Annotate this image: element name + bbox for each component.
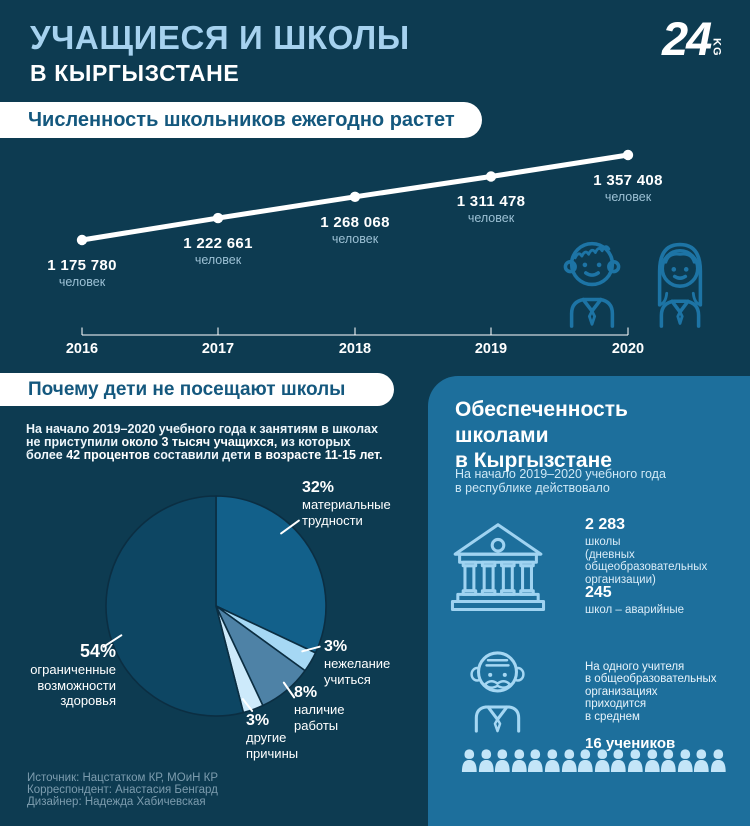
student-silhouette-icon [478,749,494,772]
data-point-2019 [485,171,497,182]
students-row [461,747,727,773]
pie-label-material-difficulties: 32% материальные трудности [302,479,391,528]
data-point-2016 [76,234,88,246]
stat-schools-label: школы (дневных общеобразовательных орган… [585,536,708,586]
footer-correspondent: Корреспондент: Анастасия Бенгард [27,783,218,796]
student-silhouette-icon [528,749,544,772]
teacher-ratio-value: 16 учеников [585,735,676,753]
pie-slice-32pct [215,495,327,654]
data-point-2017 [212,212,224,224]
reasons-line2: не приступили около 3 тысяч учащихся, из… [26,434,351,449]
student-silhouette-icon [544,749,560,772]
student-silhouette-icon [627,749,643,772]
point-label-2019: 1 311 478 человек [426,193,556,225]
boy-student-icon [563,241,621,328]
teacher-ratio-lines: На одного учителя в общеобразовательных … [585,660,717,723]
student-silhouette-icon [594,749,610,772]
banner-reasons: Почему дети не посещают школы [0,373,394,406]
pie-label-unwilling-to-study: 3% нежелание учиться [324,638,391,687]
pie-label-other-reasons: 3% другие причины [246,712,299,761]
point-value: 1 268 068 [320,213,390,231]
footer-credits: Источник: Нацстатком КР, МОиН КР Корресп… [27,772,219,809]
student-silhouette-icon [710,749,726,772]
panel-subtitle: На начало 2019–2020 учебного года в респ… [455,467,666,495]
reasons-line1: На начало 2019–2020 учебного года к заня… [26,422,378,436]
pie-label-having-job: 8% наличие работы [294,684,345,733]
panel-title: Обеспеченность школами в Кыргызстане [455,398,628,472]
student-silhouette-icon [511,749,527,772]
footer-designer: Дизайнер: Надежда Хабичевская [27,795,206,808]
reasons-pie-chart [105,495,327,717]
point-unit: человек [467,211,515,226]
student-silhouette-icon [495,749,510,772]
page-title: УЧАЩИЕСЯ И ШКОЛЫ [30,19,410,56]
point-value: 1 222 661 [183,235,253,253]
year-label-2016: 2016 [65,341,99,357]
student-silhouette-icon [677,749,693,772]
teacher-ratio-text: На одного учителя в общеобразовательных … [585,648,717,763]
stat-emergency-label: школ – аварийные [585,604,685,616]
student-silhouette-icon [661,749,676,772]
banner-growth: Численность школьников ежегодно растет [0,102,482,138]
logo-24kg: 24 KG [662,14,722,64]
year-label-2020: 2020 [611,341,645,357]
student-silhouette-icon [578,749,593,772]
year-label-2018: 2018 [338,341,372,357]
point-unit: человек [194,253,242,268]
point-unit: человек [58,275,106,289]
student-silhouette-icon [644,749,660,772]
year-label-2019: 2019 [474,341,508,357]
reasons-line3: более 42 процентов составили дети в возр… [26,447,383,462]
data-point-2020 [622,149,634,161]
pie-slice-54pct [105,495,245,717]
banner-reasons-label: Почему дети не посещают школы [28,378,346,400]
point-value: 1 311 478 [456,193,526,211]
provision-panel: Обеспеченность школами в Кыргызстане На … [428,376,750,826]
page-subtitle: В КЫРГЫЗСТАНЕ [30,60,240,86]
teacher-icon [470,651,525,733]
logo-kg-suffix: KG [710,38,723,57]
stat-emergency-schools: 245 школ – аварийные [585,584,684,617]
data-point-2018 [349,191,361,203]
reasons-paragraph: На начало 2019–2020 учебного года к заня… [26,423,430,462]
point-label-2018: 1 268 068 человек [290,214,420,246]
school-building-icon [450,523,546,612]
footer-source: Источник: Нацстатком КР, МОиН КР [27,772,219,784]
point-label-2016: 1 175 780 человек [17,257,147,289]
girl-student-icon [657,242,703,328]
point-value: 1 175 780 [47,257,117,274]
point-label-2017: 1 222 661 человек [153,235,283,267]
student-silhouette-icon [461,749,477,772]
stat-schools: 2 283 школы (дневных общеобразовательных… [585,516,707,586]
year-label-2017: 2017 [201,341,235,357]
banner-growth-label: Численность школьников ежегодно растет [28,108,455,131]
point-value: 1 357 408 [593,172,663,189]
point-unit: человек [604,190,652,204]
point-label-2020: 1 357 408 человек [563,172,693,204]
stat-schools-value: 2 283 [585,516,626,533]
student-silhouette-icon [561,749,577,772]
student-silhouette-icon [694,749,709,772]
pie-label-health-limitations: 54% ограниченные возможности здоровья [30,641,116,708]
point-unit: человек [331,231,379,246]
student-silhouette-icon [611,749,627,772]
logo-number: 24 [662,12,712,65]
stat-emergency-value: 245 [585,584,612,601]
